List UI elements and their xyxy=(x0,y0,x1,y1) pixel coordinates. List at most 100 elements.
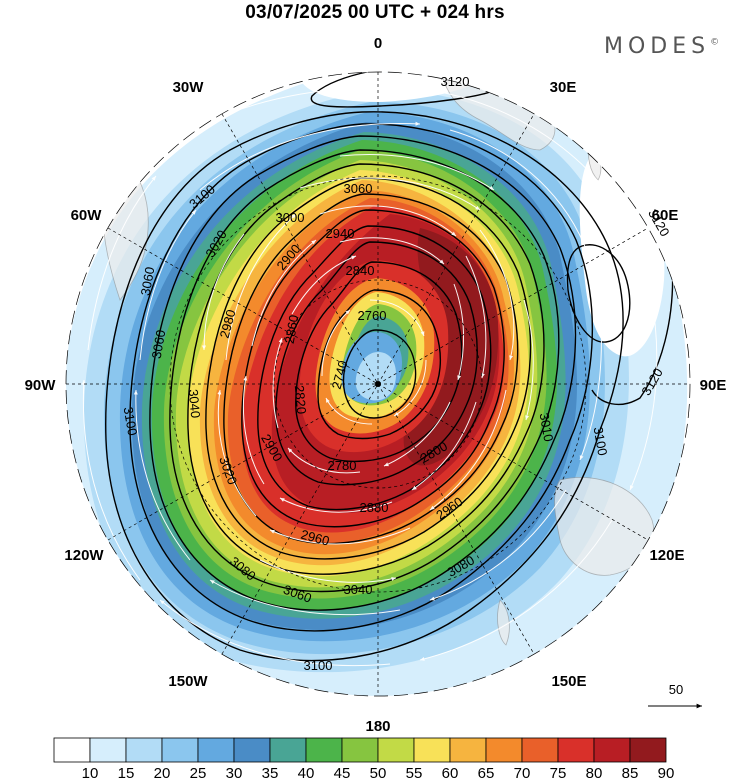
streamline xyxy=(269,527,411,545)
contour-3000 xyxy=(205,177,532,560)
streamline xyxy=(242,375,265,485)
contour-label: 2820 xyxy=(292,385,309,415)
streamline xyxy=(419,519,613,661)
colorbar: 10 15 20 25 30 35 40 45 50 55 60 65 70 75 80 85 90 xyxy=(53,737,675,782)
streamline xyxy=(429,489,567,601)
meridian-150 xyxy=(221,113,535,655)
lon-label-60e: 60E xyxy=(652,207,679,224)
streamline xyxy=(523,299,534,421)
contour-3120-east-low xyxy=(566,244,631,343)
wind-streamlines xyxy=(81,85,658,667)
streamline xyxy=(453,283,465,381)
streamline xyxy=(393,359,427,417)
longitude-labels: 0 30E 60E 90E 120E 150E 180 150W 120W 90… xyxy=(25,35,727,735)
colorbar-swatch xyxy=(413,737,451,763)
streamline xyxy=(272,337,283,429)
contour-label: 3060 xyxy=(149,329,169,360)
streamline xyxy=(287,447,361,474)
colorbar-label: 85 xyxy=(622,765,639,782)
colorbar-label: 45 xyxy=(334,765,351,782)
colorbar-swatch xyxy=(557,737,595,763)
contour-2840 xyxy=(275,241,478,486)
colorbar-label: 15 xyxy=(118,765,135,782)
colorbar-label: 55 xyxy=(406,765,423,782)
colorbar-label: 60 xyxy=(442,765,459,782)
streamline xyxy=(299,177,481,211)
colorbar-swatch xyxy=(197,737,235,763)
contour-2800 xyxy=(295,261,463,463)
colorbar-label: 25 xyxy=(190,765,207,782)
contour-label: 2940 xyxy=(326,226,355,241)
lon-label-30e: 30E xyxy=(550,79,577,96)
colorbar-swatch xyxy=(161,737,199,763)
streamline xyxy=(339,154,495,191)
colorbar-label: 10 xyxy=(82,765,99,782)
streamline xyxy=(369,299,425,337)
streamline xyxy=(321,309,351,377)
streamline xyxy=(339,237,445,265)
contour-label: 2980 xyxy=(217,308,239,340)
streamline xyxy=(87,175,157,351)
colorbar-label: 50 xyxy=(370,765,387,782)
lon-label-30w: 30W xyxy=(173,79,205,96)
contour-label: 3000 xyxy=(276,210,305,225)
streamline xyxy=(629,289,658,491)
colorbar-swatch xyxy=(269,737,307,763)
lon-label-120w: 120W xyxy=(64,547,104,564)
vector-reference: 50 xyxy=(648,682,702,709)
contour-label: 2760 xyxy=(358,308,387,323)
colorbar-label: 65 xyxy=(478,765,495,782)
colorbar-swatch xyxy=(125,737,163,763)
colorbar-swatch xyxy=(485,737,523,763)
contour-2760 xyxy=(317,289,441,440)
contour-3100 xyxy=(105,111,624,662)
streamline xyxy=(259,559,397,583)
meridian-60 xyxy=(107,227,649,541)
colorbar-label: 90 xyxy=(658,765,675,782)
contour-label: 2780 xyxy=(328,458,357,473)
contour-label: 3120 xyxy=(441,74,470,89)
contour-label: 3100 xyxy=(304,658,333,673)
streamline xyxy=(465,255,487,379)
colorbar-swatch xyxy=(305,737,343,763)
streamline xyxy=(449,129,591,261)
contour-label: 3040 xyxy=(186,389,203,419)
brand-name: MODES xyxy=(604,34,711,59)
contour-3080 xyxy=(129,123,594,632)
colorbar-label: 20 xyxy=(154,765,171,782)
streamline xyxy=(209,579,401,616)
contour-label: 2840 xyxy=(346,263,375,278)
contour-label: 2960 xyxy=(299,527,331,549)
meridian-120 xyxy=(107,227,649,541)
streamline xyxy=(325,397,373,425)
colorbar-swatch xyxy=(521,737,559,763)
graticule xyxy=(65,71,691,697)
streamline xyxy=(439,91,641,251)
colorbar-label: 40 xyxy=(298,765,315,782)
lon-label-90e: 90E xyxy=(700,377,727,394)
map-disc xyxy=(66,72,690,696)
streamline xyxy=(579,289,602,461)
colorbar-label: 70 xyxy=(514,765,531,782)
lon-label-120e: 120E xyxy=(649,547,684,564)
contour-2880 xyxy=(257,225,492,511)
lon-label-60w: 60W xyxy=(71,207,103,224)
contour-label: 3040 xyxy=(344,582,373,597)
colorbar-label: 30 xyxy=(226,765,243,782)
streamline xyxy=(319,205,457,237)
streamline xyxy=(429,389,507,511)
contour-2740 xyxy=(342,329,417,419)
colorbar-label: 75 xyxy=(550,765,567,782)
streamline xyxy=(139,209,197,361)
colorbar-swatch xyxy=(233,737,271,763)
contour-3060 xyxy=(149,135,577,611)
streamline xyxy=(199,121,421,191)
streamline xyxy=(411,401,477,491)
streamline xyxy=(81,379,141,581)
colorbar-label: 35 xyxy=(262,765,279,782)
streamline xyxy=(279,497,393,513)
geopotential-height-contours xyxy=(105,72,674,662)
colorbar-swatch xyxy=(89,737,127,763)
contour-label: 3100 xyxy=(591,426,611,457)
